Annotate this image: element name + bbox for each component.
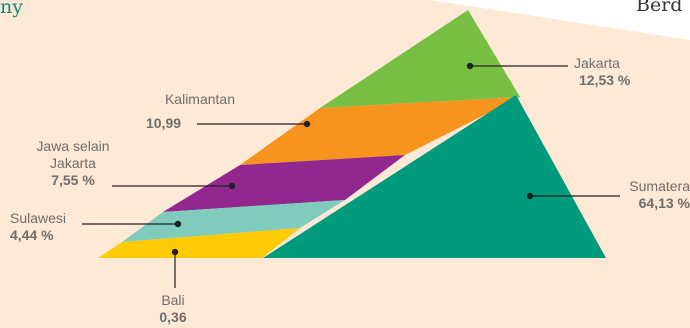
label-kalimantan: Kalimantan <box>165 91 235 108</box>
label-jawa-name-line2: Jakarta <box>50 155 96 171</box>
segment-sulawesi <box>122 200 345 242</box>
segment-jawa <box>163 155 405 212</box>
leader-dot-sulawesi <box>174 220 182 228</box>
label-sumatera-value: 64,13 % <box>638 195 690 211</box>
segment-sumatera <box>263 95 606 258</box>
label-jawa-name-line1: Jawa selain <box>36 138 110 154</box>
leader-dot-kalimantan <box>303 120 311 128</box>
label-bali-value: 0,36 <box>159 309 187 325</box>
segment-kalimantan <box>240 97 520 165</box>
label-bali-name: Bali <box>161 292 185 308</box>
label-jawa-value: 7,55 % <box>51 172 95 188</box>
label-kalimantan-name: Kalimantan <box>164 91 235 107</box>
leader-dot-jawa <box>228 182 236 190</box>
label-jakarta: Jakarta 12,53 % <box>574 55 630 89</box>
segment-bali <box>98 228 300 258</box>
label-sumatera-name: Sumatera <box>629 178 690 194</box>
label-sulawesi-value: 4,44 % <box>10 227 54 243</box>
cropped-heading-fragment: ny <box>0 0 23 18</box>
leader-dot-sumatera <box>526 192 534 200</box>
label-sumatera: Sumatera 64,13 % <box>629 178 690 212</box>
label-sulawesi-name: Sulawesi <box>10 210 67 226</box>
label-sulawesi: Sulawesi 4,44 % <box>10 210 66 244</box>
segment-jakarta <box>320 10 520 108</box>
corner-white-shape <box>430 0 690 40</box>
label-jakarta-name: Jakarta <box>574 55 620 71</box>
cropped-corner-heading-fragment: Berd <box>636 0 683 16</box>
label-bali: Bali 0,36 <box>148 292 198 326</box>
leader-dot-bali <box>171 248 179 256</box>
leader-dot-jakarta <box>466 62 474 70</box>
label-jakarta-value: 12,53 % <box>579 72 631 88</box>
label-kalimantan-value-box: 10,99 <box>146 115 181 132</box>
label-jawa: Jawa selain Jakarta 7,55 % <box>32 138 114 189</box>
label-kalimantan-value: 10,99 <box>146 115 182 131</box>
